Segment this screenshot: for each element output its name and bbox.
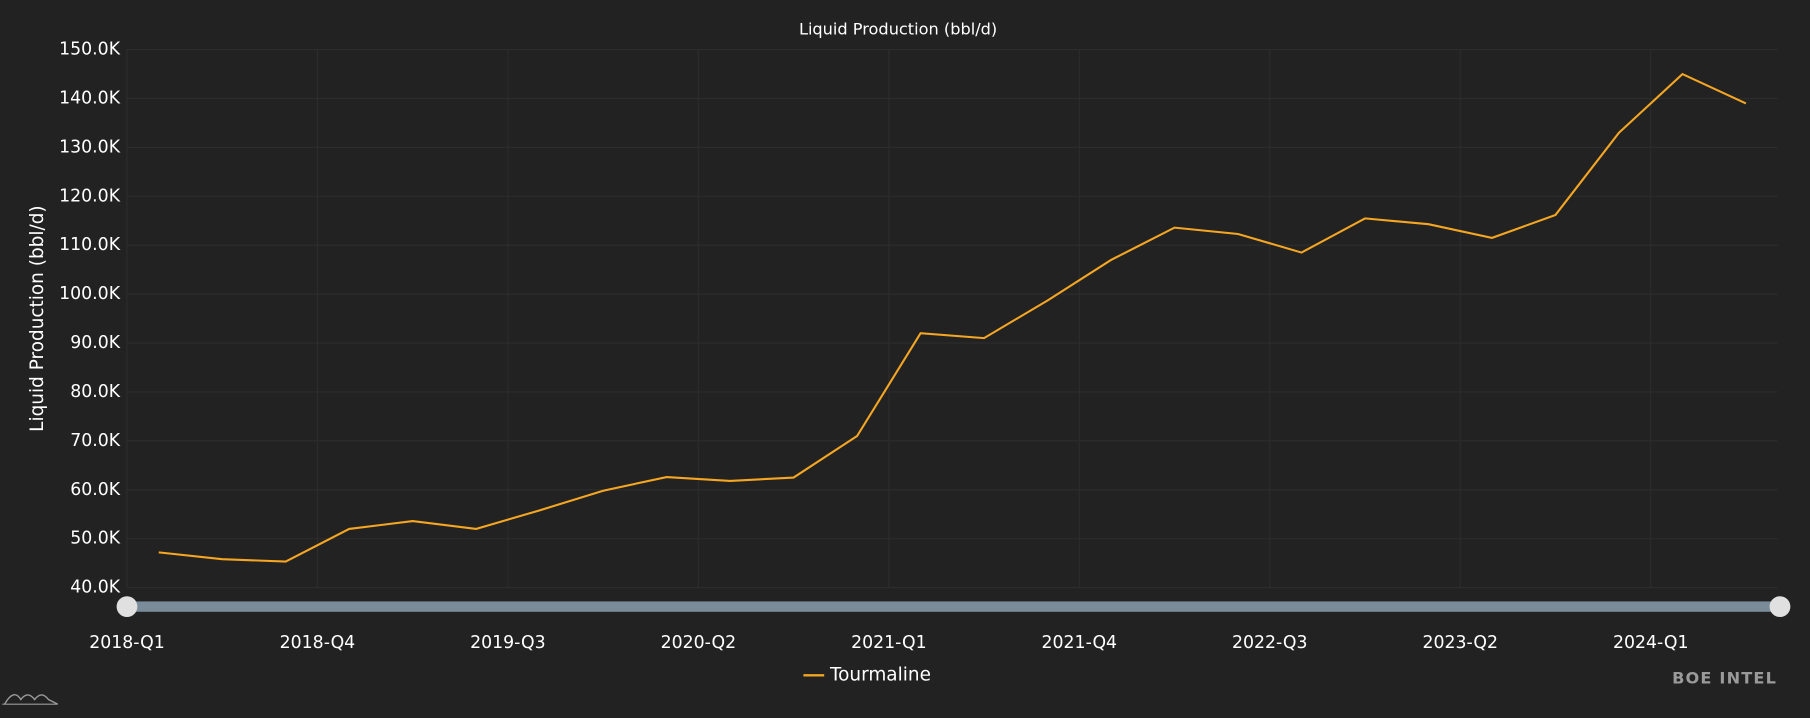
y-tick-label: 80.0K — [70, 382, 121, 402]
legend-label: Tourmaline — [829, 664, 931, 685]
watermark: BOE INTEL — [1672, 668, 1777, 687]
plot — [158, 72, 1747, 563]
x-tick-label: 2020-Q2 — [661, 633, 737, 653]
y-tick-label: 130.0K — [59, 137, 121, 157]
x-tick-label: 2023-Q2 — [1422, 633, 1498, 653]
y-axis-label: Liquid Production (bbl/d) — [27, 205, 48, 431]
logo-icon — [4, 694, 59, 705]
x-tick-label: 2022-Q3 — [1232, 633, 1308, 653]
x-tick-label: 2021-Q1 — [851, 633, 927, 653]
y-tick-label: 140.0K — [59, 89, 121, 109]
y-tick-label: 150.0K — [59, 40, 121, 60]
y-tick-label: 40.0K — [70, 578, 121, 598]
slider-handle-right[interactable] — [1769, 596, 1791, 617]
grid — [126, 49, 1778, 589]
x-tick-label: 2018-Q4 — [280, 633, 356, 653]
y-tick-label: 120.0K — [59, 186, 121, 206]
y-tick-label: 110.0K — [59, 235, 121, 255]
chart-title: Liquid Production (bbl/d) — [799, 20, 997, 39]
y-tick-label: 60.0K — [70, 480, 121, 500]
y-tick-label: 100.0K — [59, 284, 121, 304]
x-tick-label: 2024-Q1 — [1613, 633, 1689, 653]
x-tick-label: 2021-Q4 — [1042, 633, 1118, 653]
series-line — [158, 72, 1747, 563]
x-tick-label: 2019-Q3 — [470, 633, 546, 653]
y-tick-label: 70.0K — [70, 431, 121, 451]
x-tick-label: 2018-Q1 — [89, 633, 165, 653]
y-tick-label: 90.0K — [70, 333, 121, 353]
slider-handle-left[interactable] — [116, 596, 138, 617]
y-tick-label: 50.0K — [70, 529, 121, 549]
range-slider[interactable] — [126, 601, 1780, 612]
